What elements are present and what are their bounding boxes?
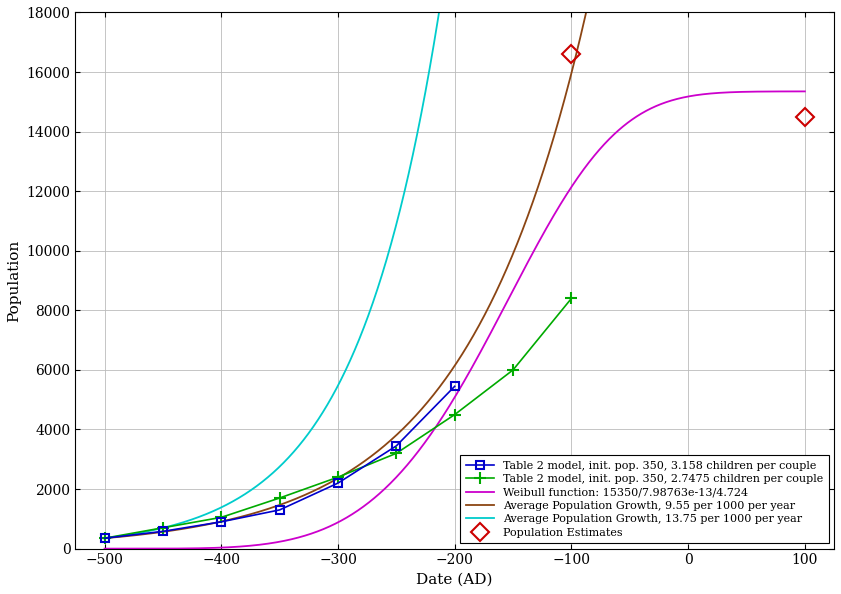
Average Population Growth, 9.55 per 1000 per year <box>421 400 431 407</box>
Weibull function: 15350/7.98763e-13/4.724: (100, 1.53e+04): 15350/7.98763e-13/4.724: (100, 1.53e+04) <box>800 88 810 95</box>
Average Population Growth, 13.75 per 1000 per year <box>421 83 431 90</box>
Table 2 model, init. pop. 350, 2.7475 children per couple <box>333 473 343 481</box>
Line: Average Population Growth, 9.55 per 1000 per year: Average Population Growth, 9.55 per 1000… <box>104 0 805 538</box>
Line: Table 2 model, init. pop. 350, 3.158 children per couple: Table 2 model, init. pop. 350, 3.158 chi… <box>100 382 459 542</box>
Population Estimates <box>800 113 810 120</box>
Table 2 model, init. pop. 350, 3.158 children per couple <box>333 479 343 486</box>
Table 2 model, init. pop. 350, 3.158 children per couple <box>391 443 401 450</box>
Average Population Growth, 13.75 per 1000 per year <box>99 535 109 542</box>
X-axis label: Date (AD): Date (AD) <box>416 573 493 587</box>
Table 2 model, init. pop. 350, 3.158 children per couple <box>158 528 168 535</box>
Average Population Growth, 9.55 per 1000 per year <box>135 531 145 538</box>
Population Estimates <box>566 50 576 58</box>
Average Population Growth, 13.75 per 1000 per year <box>135 529 145 536</box>
Table 2 model, init. pop. 350, 2.7475 children per couple <box>450 411 460 418</box>
Table 2 model, init. pop. 350, 3.158 children per couple <box>99 535 109 542</box>
Table 2 model, init. pop. 350, 3.158 children per couple <box>216 519 226 526</box>
Average Population Growth, 9.55 per 1000 per year <box>99 535 109 542</box>
Weibull function: 15350/7.98763e-13/4.724: (-224, 3.64e+03): 15350/7.98763e-13/4.724: (-224, 3.64e+03… <box>421 437 431 444</box>
Table 2 model, init. pop. 350, 2.7475 children per couple <box>274 494 284 501</box>
Weibull function: 15350/7.98763e-13/4.724: (-469, 0.128): 15350/7.98763e-13/4.724: (-469, 0.128) <box>135 545 145 552</box>
Table 2 model, init. pop. 350, 2.7475 children per couple <box>99 535 109 542</box>
Table 2 model, init. pop. 350, 2.7475 children per couple <box>566 295 576 302</box>
Line: Weibull function: 15350/7.98763e-13/4.724: Weibull function: 15350/7.98763e-13/4.72… <box>104 91 805 549</box>
Weibull function: 15350/7.98763e-13/4.724: (82.6, 1.53e+04): 15350/7.98763e-13/4.724: (82.6, 1.53e+04… <box>780 88 790 95</box>
Line: Population Estimates: Population Estimates <box>565 48 811 123</box>
Line: Table 2 model, init. pop. 350, 2.7475 children per couple: Table 2 model, init. pop. 350, 2.7475 ch… <box>98 292 578 545</box>
Table 2 model, init. pop. 350, 3.158 children per couple <box>450 383 460 390</box>
Table 2 model, init. pop. 350, 3.158 children per couple <box>274 506 284 513</box>
Line: Average Population Growth, 13.75 per 1000 per year: Average Population Growth, 13.75 per 100… <box>104 0 805 538</box>
Weibull function: 15350/7.98763e-13/4.724: (-208, 4.56e+03): 15350/7.98763e-13/4.724: (-208, 4.56e+03… <box>440 409 450 416</box>
Table 2 model, init. pop. 350, 2.7475 children per couple <box>508 366 518 374</box>
Table 2 model, init. pop. 350, 2.7475 children per couple <box>158 525 168 532</box>
Weibull function: 15350/7.98763e-13/4.724: (82.3, 1.53e+04): 15350/7.98763e-13/4.724: (82.3, 1.53e+04… <box>779 88 789 95</box>
Table 2 model, init. pop. 350, 2.7475 children per couple <box>391 450 401 457</box>
Weibull function: 15350/7.98763e-13/4.724: (-27.6, 1.49e+04): 15350/7.98763e-13/4.724: (-27.6, 1.49e+0… <box>651 103 661 110</box>
Y-axis label: Population: Population <box>7 239 21 322</box>
Table 2 model, init. pop. 350, 2.7475 children per couple <box>216 514 226 521</box>
Legend: Table 2 model, init. pop. 350, 3.158 children per couple, Table 2 model, init. p: Table 2 model, init. pop. 350, 3.158 chi… <box>461 456 828 543</box>
Average Population Growth, 9.55 per 1000 per year <box>440 376 450 383</box>
Weibull function: 15350/7.98763e-13/4.724: (-500, 0): 15350/7.98763e-13/4.724: (-500, 0) <box>99 545 109 552</box>
